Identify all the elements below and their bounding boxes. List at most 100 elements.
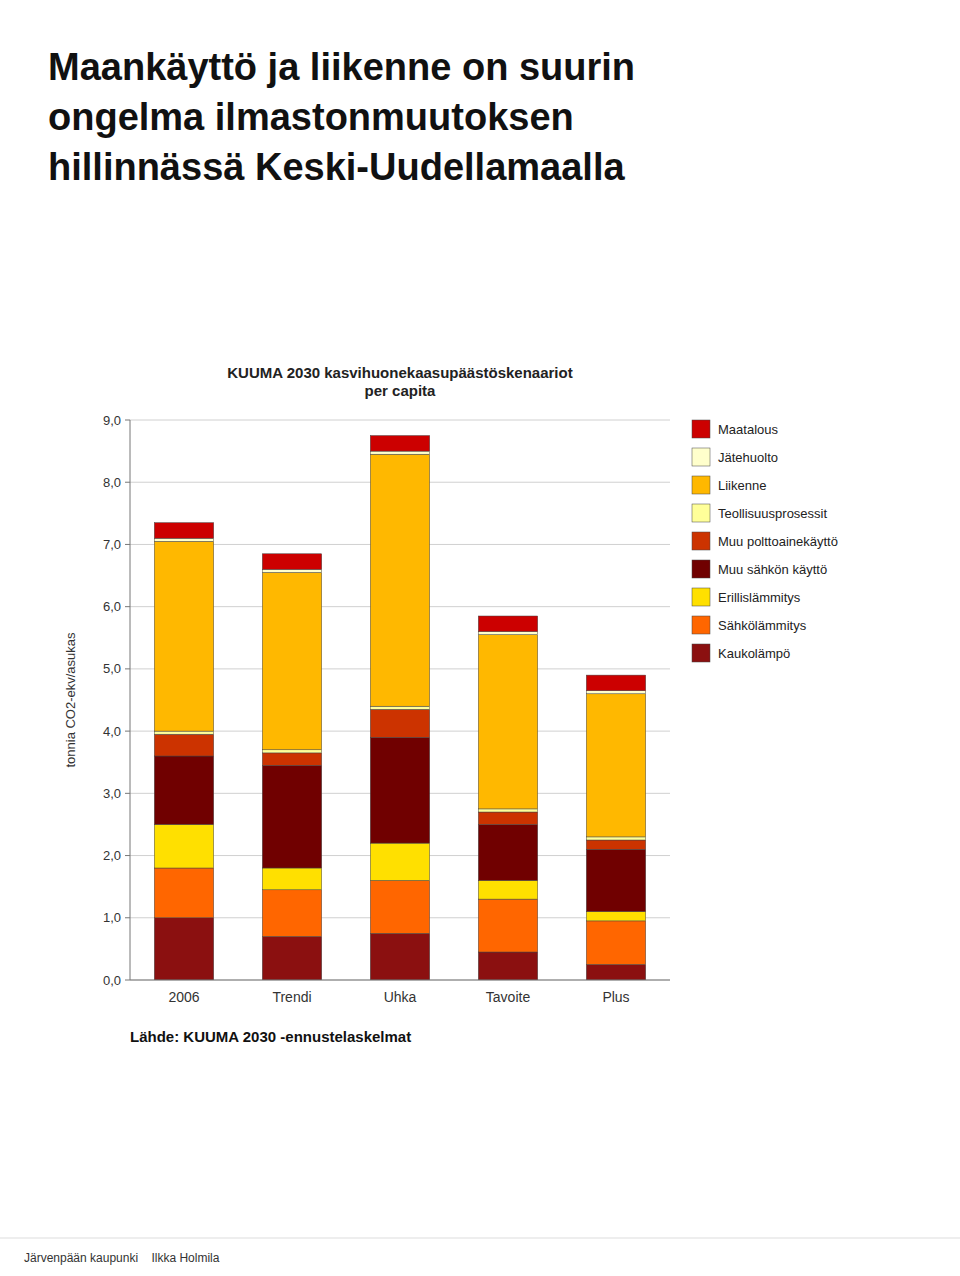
- bar-segment: [586, 840, 645, 849]
- legend-swatch: [692, 560, 710, 578]
- bar-segment: [586, 964, 645, 980]
- bar-segment: [586, 921, 645, 965]
- y-tick: [125, 793, 130, 794]
- y-tick-label: 8,0: [103, 475, 121, 490]
- legend-label: Jätehuolto: [718, 450, 778, 465]
- legend-swatch: [692, 420, 710, 438]
- bar-segment: [370, 843, 429, 880]
- bar-segment: [262, 868, 321, 890]
- x-tick-label: Uhka: [384, 989, 417, 1005]
- bar-segment: [370, 451, 429, 454]
- bar-segment: [262, 750, 321, 753]
- y-axis-line: [130, 420, 131, 980]
- bar-segment: [262, 890, 321, 937]
- bar-segment: [586, 691, 645, 694]
- bar-segment: [586, 675, 645, 691]
- y-tick-label: 5,0: [103, 661, 121, 676]
- legend-swatch: [692, 448, 710, 466]
- bar-segment: [586, 694, 645, 837]
- y-tick: [125, 731, 130, 732]
- y-tick: [125, 917, 130, 918]
- bar-segment: [370, 706, 429, 709]
- legend-label: Maatalous: [718, 422, 778, 437]
- bars: [154, 436, 645, 980]
- chart-root: Maankäyttö ja liikenne on suurin ongelma …: [0, 0, 960, 1276]
- bar-segment: [370, 436, 429, 452]
- legend-swatch: [692, 504, 710, 522]
- legend-swatch: [692, 616, 710, 634]
- bar-segment: [478, 880, 537, 899]
- grid-line: [130, 420, 670, 421]
- y-tick: [125, 544, 130, 545]
- bar-segment: [478, 812, 537, 824]
- y-tick: [125, 980, 130, 981]
- y-tick-label: 6,0: [103, 599, 121, 614]
- legend-swatch: [692, 476, 710, 494]
- chart-title-line: per capita: [365, 382, 437, 399]
- y-tick-label: 9,0: [103, 413, 121, 428]
- y-tick-label: 7,0: [103, 537, 121, 552]
- legend-swatch: [692, 644, 710, 662]
- chart-title: KUUMA 2030 kasvihuonekaasupäästöskenaari…: [227, 364, 572, 399]
- footer: Järvenpään kaupunki Ilkka Holmila: [24, 1251, 220, 1265]
- bar-segment: [478, 824, 537, 880]
- footer-rule: [0, 1238, 960, 1239]
- y-axis-label: tonnia CO2-ekv/asukas: [63, 632, 78, 768]
- chart-title-line: KUUMA 2030 kasvihuonekaasupäästöskenaari…: [227, 364, 572, 381]
- bar-segment: [262, 936, 321, 980]
- headline: ongelma ilmastonmuutoksen: [48, 96, 574, 138]
- legend-label: Sähkölämmitys: [718, 618, 807, 633]
- legend-label: Kaukolämpö: [718, 646, 790, 661]
- y-tick: [125, 855, 130, 856]
- bar-segment: [370, 737, 429, 843]
- legend-label: Muu sähkön käyttö: [718, 562, 827, 577]
- source: Lähde: KUUMA 2030 -ennustelaskelmat: [130, 1028, 411, 1045]
- legend-label: Teollisuusprosessit: [718, 506, 827, 521]
- bar-segment: [262, 753, 321, 765]
- bar-segment: [262, 554, 321, 570]
- bar-segment: [478, 809, 537, 812]
- bar-segment: [262, 765, 321, 868]
- y-tick-label: 4,0: [103, 724, 121, 739]
- bar-segment: [478, 635, 537, 809]
- y-tick: [125, 420, 130, 421]
- x-axis-line: [130, 980, 670, 981]
- y-grid: 0,0 1,0 2,0 3,0 4,0 5,0 6,0 7,0 8,0 9,0: [103, 413, 670, 988]
- bar-segment: [154, 731, 213, 734]
- bar-segment: [154, 538, 213, 541]
- x-tick-label: Plus: [602, 989, 629, 1005]
- bar-segment: [154, 756, 213, 824]
- y-tick-label: 0,0: [103, 973, 121, 988]
- bar-segment: [154, 868, 213, 918]
- bar-segment: [370, 454, 429, 706]
- y-tick-label: 3,0: [103, 786, 121, 801]
- bar-segment: [262, 572, 321, 749]
- y-tick-label: 2,0: [103, 848, 121, 863]
- headline: Maankäyttö ja liikenne on suurin: [48, 46, 635, 88]
- bar-segment: [586, 837, 645, 840]
- bar-segment: [586, 849, 645, 911]
- x-tick-label: Trendi: [272, 989, 311, 1005]
- y-tick: [125, 668, 130, 669]
- bar-segment: [154, 918, 213, 980]
- x-tick-label: Tavoite: [486, 989, 531, 1005]
- bar-segment: [262, 569, 321, 572]
- x-tick-label: 2006: [168, 989, 199, 1005]
- bar-segment: [154, 541, 213, 731]
- bar-segment: [370, 709, 429, 737]
- bar-segment: [154, 734, 213, 756]
- bar-segment: [370, 880, 429, 933]
- legend-label: Erillislämmitys: [718, 590, 801, 605]
- bar-segment: [586, 912, 645, 921]
- y-tick-label: 1,0: [103, 910, 121, 925]
- bar-segment: [478, 952, 537, 980]
- bar-segment: [154, 824, 213, 868]
- legend-swatch: [692, 588, 710, 606]
- y-tick: [125, 482, 130, 483]
- legend: MaatalousJätehuoltoLiikenneTeollisuuspro…: [692, 420, 838, 662]
- bar-segment: [478, 632, 537, 635]
- bar-segment: [478, 899, 537, 952]
- bar-segment: [478, 616, 537, 632]
- legend-swatch: [692, 532, 710, 550]
- grid-line: [130, 980, 670, 981]
